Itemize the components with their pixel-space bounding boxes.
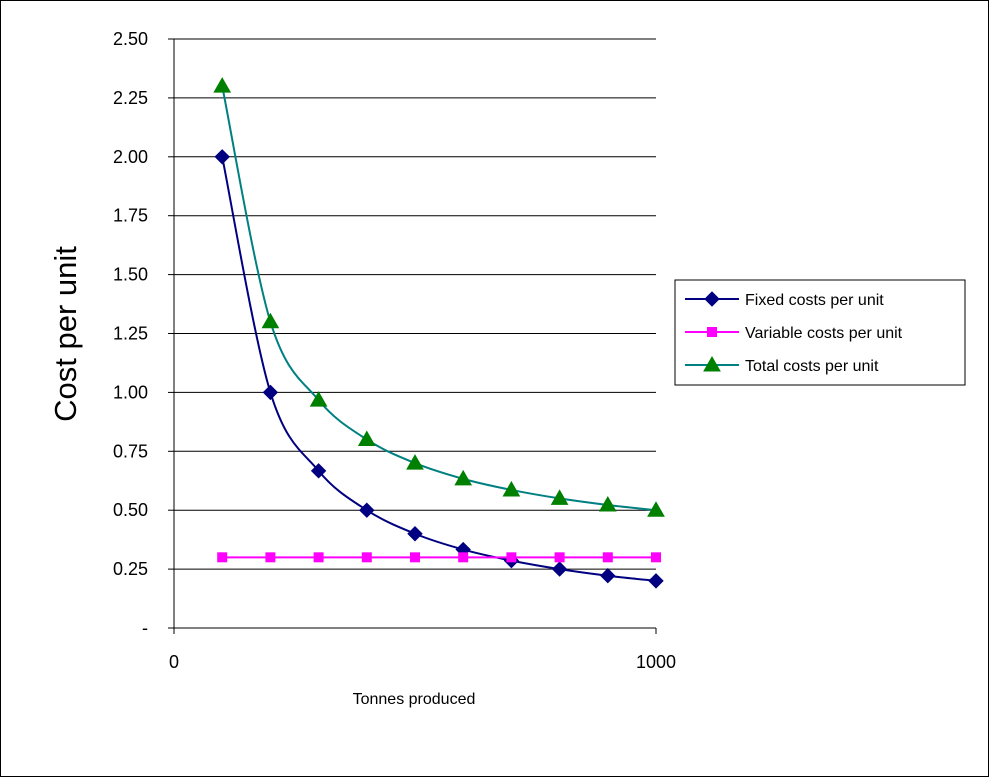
data-point xyxy=(506,552,517,563)
data-point xyxy=(651,552,661,563)
data-point xyxy=(406,454,424,470)
series-group xyxy=(213,77,665,589)
y-tick-label: 2.25 xyxy=(113,88,148,108)
x-tick-label: 0 xyxy=(169,652,179,672)
data-point xyxy=(214,149,230,165)
y-tick-label: 2.50 xyxy=(113,29,148,49)
data-point xyxy=(261,312,280,329)
legend-item: Variable costs per unit xyxy=(685,325,903,342)
data-point xyxy=(265,552,276,563)
gridlines xyxy=(174,38,656,570)
axes: - 0.25 0.50 0.75 1.00 1.25 1.50 1.75 2.00 2.25 2.5… xyxy=(113,29,676,672)
y-tick-label: 0.50 xyxy=(113,500,148,520)
data-point xyxy=(357,430,376,447)
series-2 xyxy=(217,552,661,563)
data-point xyxy=(598,496,617,512)
data-point xyxy=(361,552,372,563)
data-point xyxy=(551,561,568,577)
data-point xyxy=(648,573,664,589)
y-tick-label: 1.00 xyxy=(113,382,148,402)
y-tick-label: 1.25 xyxy=(113,324,148,344)
data-point xyxy=(600,567,616,584)
legend-marker xyxy=(703,355,721,372)
series-line xyxy=(221,85,657,512)
x-axis-label: Tonnes produced xyxy=(353,691,476,708)
data-point xyxy=(213,77,232,93)
data-point xyxy=(262,384,279,401)
legend-label: Variable costs per unit xyxy=(745,325,903,342)
data-point xyxy=(313,552,324,563)
data-point xyxy=(407,526,423,542)
data-point xyxy=(550,489,569,505)
data-point xyxy=(554,552,565,563)
data-point xyxy=(310,463,327,479)
data-point xyxy=(454,469,473,486)
series-line xyxy=(221,156,657,582)
y-tick-label: 0.25 xyxy=(113,559,148,579)
y-tick-label: 1.75 xyxy=(113,206,148,226)
data-point xyxy=(217,552,228,563)
data-point xyxy=(309,391,328,407)
y-tick-label: 2.00 xyxy=(113,147,148,167)
legend-marker xyxy=(704,291,720,307)
data-point xyxy=(602,552,613,563)
y-axis-label: Cost per unit xyxy=(48,246,83,422)
series-3 xyxy=(213,77,665,517)
y-tick-label: 0.75 xyxy=(113,441,148,461)
y-tick-label: 1.50 xyxy=(113,265,148,285)
data-point xyxy=(502,480,521,497)
data-point xyxy=(647,501,665,517)
legend-item: Total costs per unit xyxy=(685,355,879,375)
y-tick-label: - xyxy=(142,618,148,638)
legend-label: Total costs per unit xyxy=(745,358,879,375)
legend-item: Fixed costs per unit xyxy=(685,291,884,309)
data-point xyxy=(410,552,420,563)
legend-label: Fixed costs per unit xyxy=(745,292,884,309)
data-point xyxy=(359,502,375,518)
legend: Fixed costs per unit Variable costs per u… xyxy=(674,279,966,386)
legend-marker xyxy=(707,327,717,337)
data-point xyxy=(458,552,469,563)
x-tick-label: 1000 xyxy=(636,652,676,672)
